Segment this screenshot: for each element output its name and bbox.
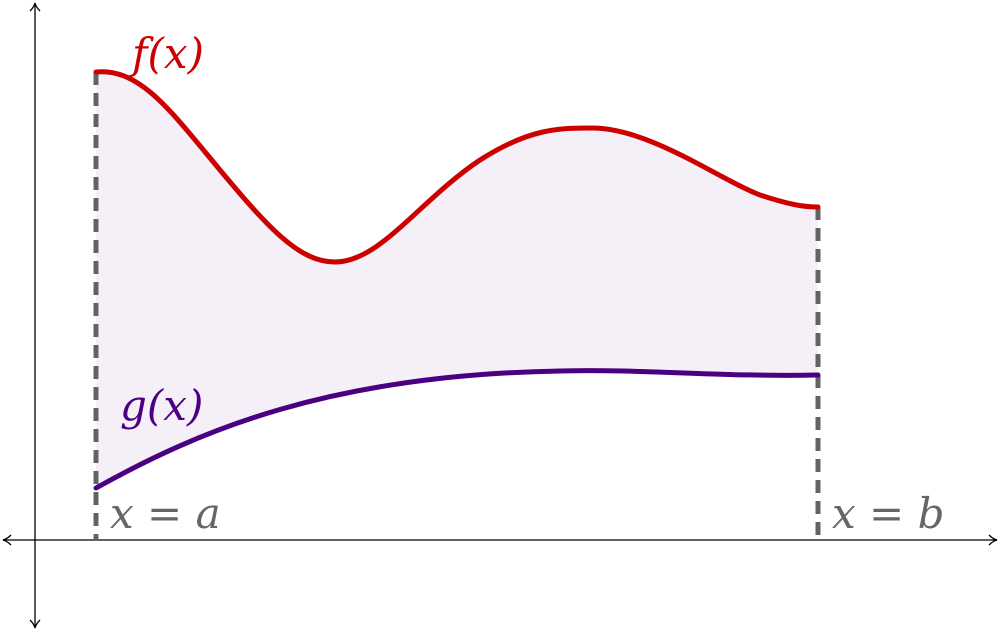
f-curve — [93, 69, 821, 265]
g-curve — [93, 368, 821, 491]
shaded-region — [96, 71, 818, 488]
g-label: g(x) — [120, 381, 203, 430]
a-label: x = a — [110, 489, 221, 538]
b-label: x = b — [832, 489, 944, 538]
f-label: f(x) — [129, 29, 204, 78]
